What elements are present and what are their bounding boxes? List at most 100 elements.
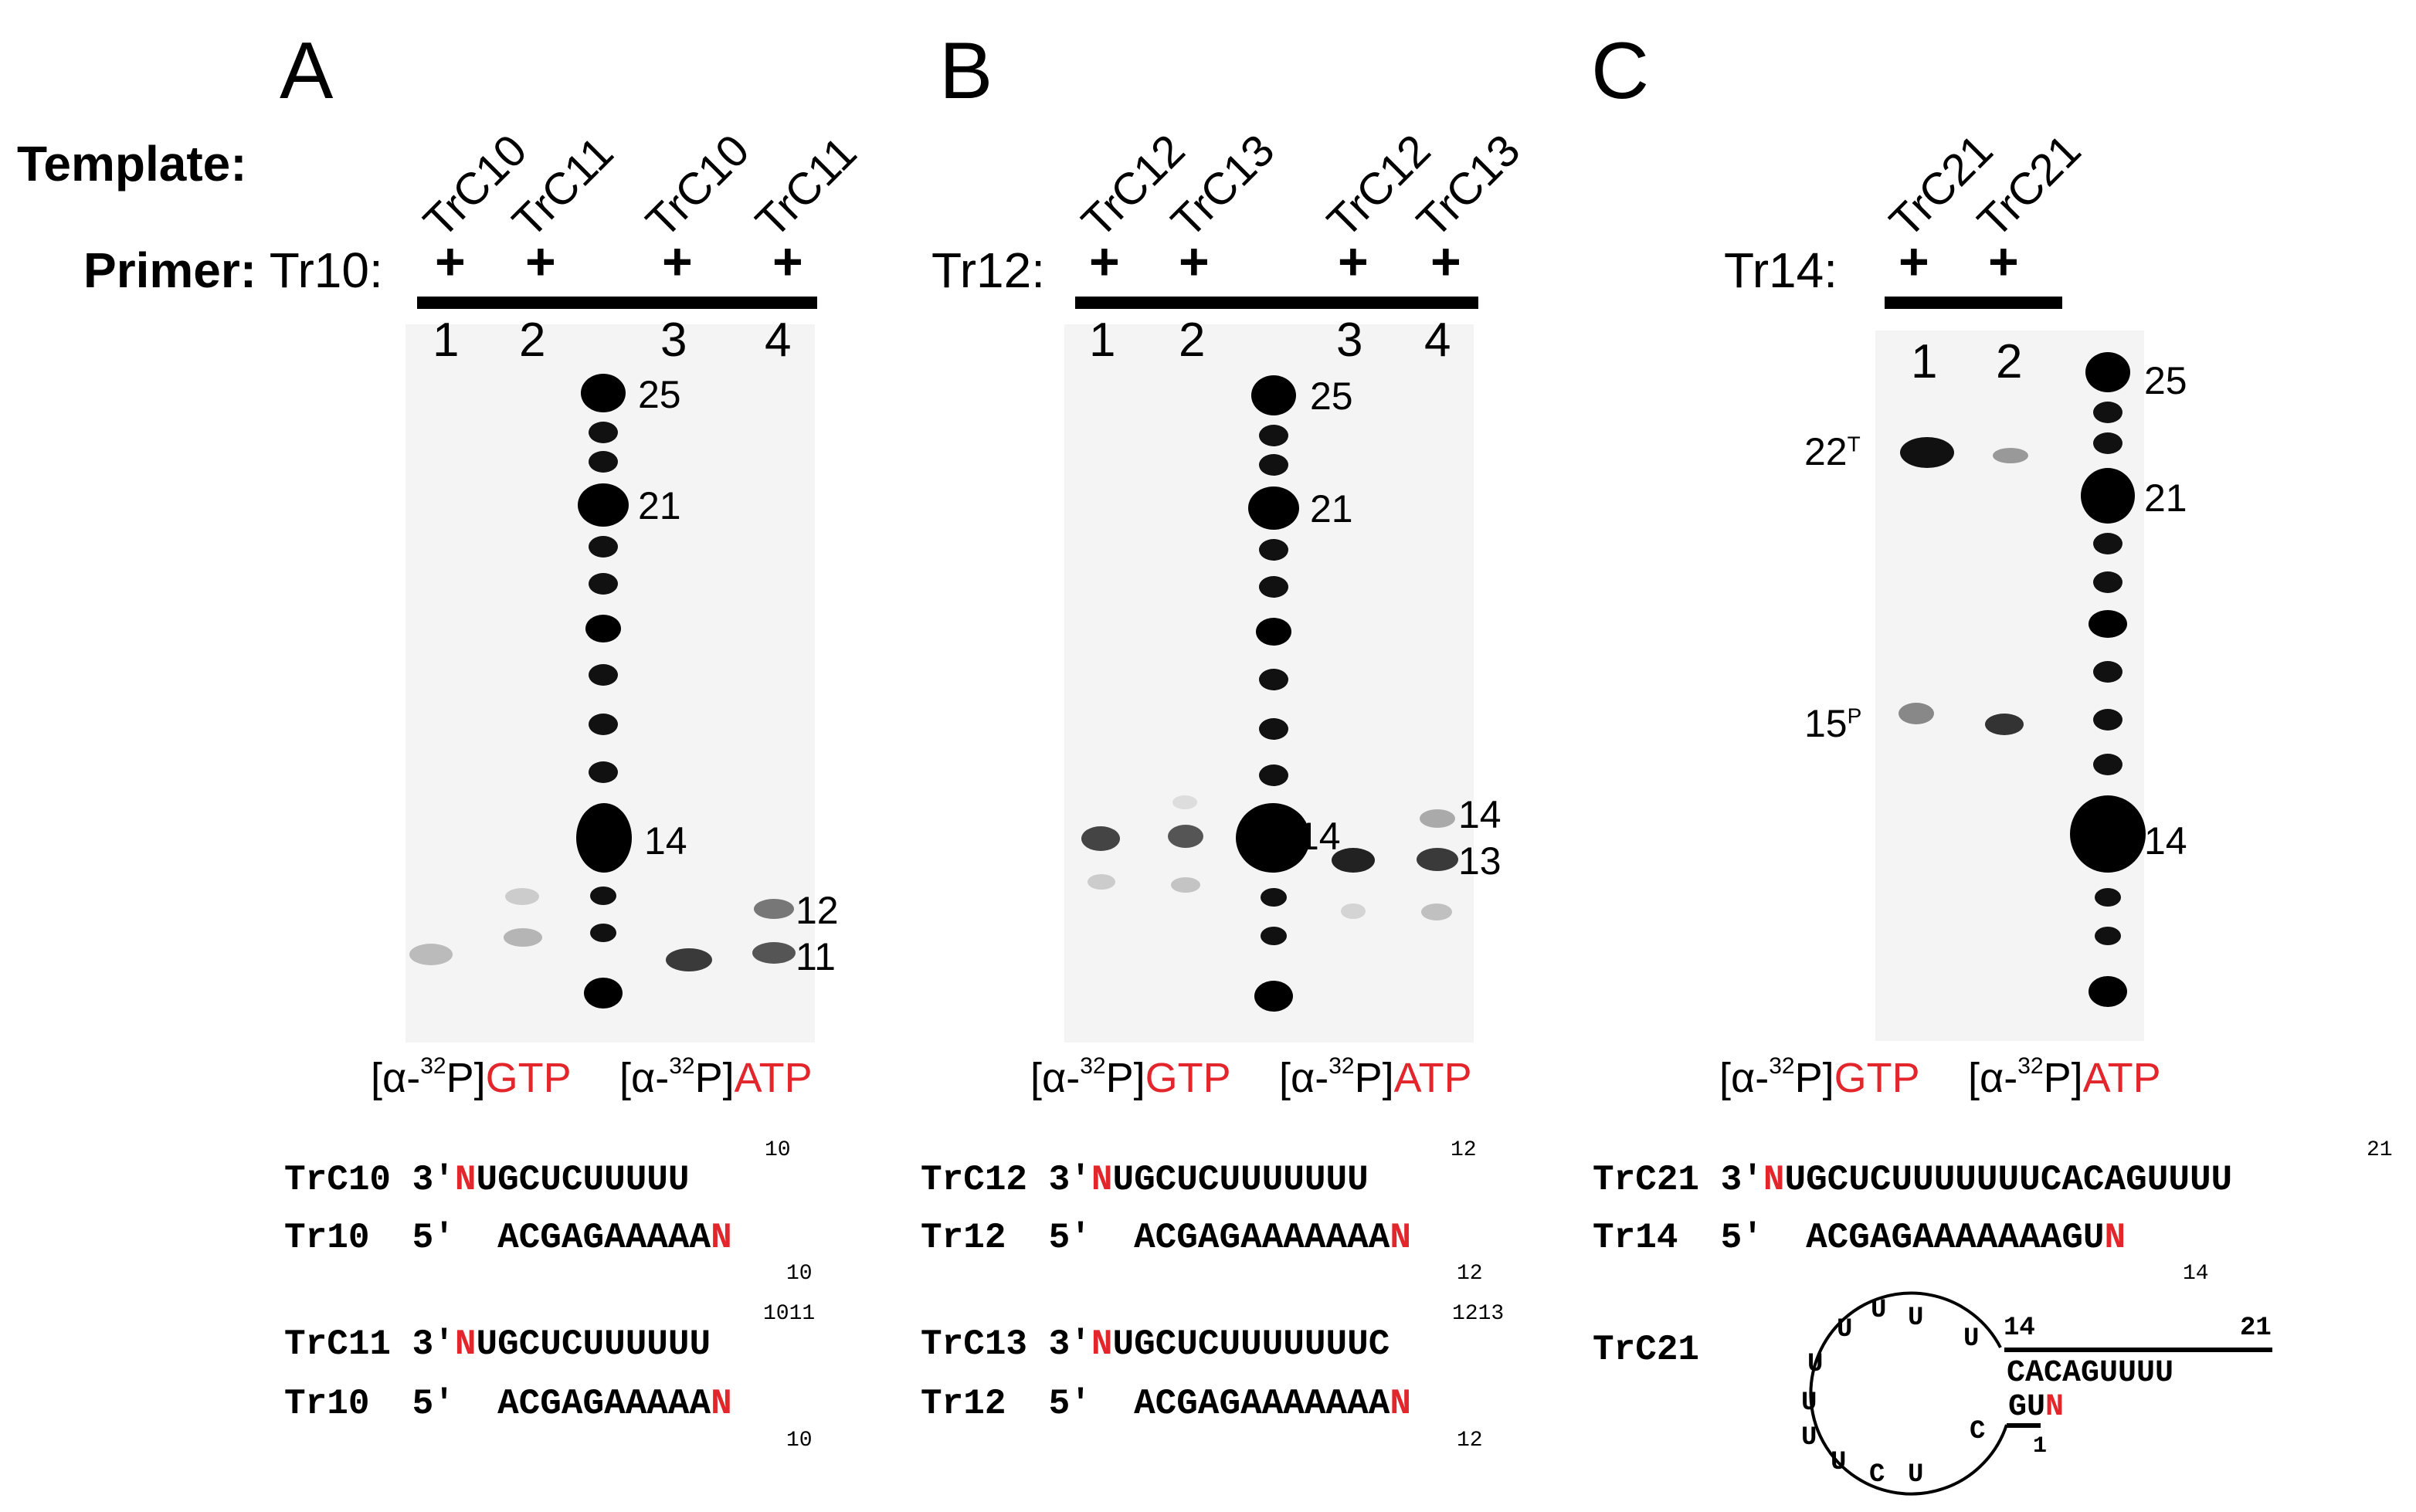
plus-a3: + — [662, 232, 693, 291]
gel-band — [1168, 825, 1203, 848]
ladder-band — [1248, 486, 1299, 530]
plus-b1: + — [1089, 232, 1120, 291]
ladder-band — [1259, 718, 1288, 740]
seq-line-tr10: Tr10 5′ ACGAGAAAAAN — [284, 1218, 732, 1258]
marker-b-14-right: 14 — [1458, 793, 1502, 836]
ladder-band — [2089, 610, 2127, 638]
lane-template-b2: TrC13 — [1162, 124, 1284, 248]
lane-template-b1: TrC12 — [1072, 124, 1195, 248]
hairpin-num-14: 14 — [2004, 1314, 2035, 1343]
seq-num: 10 — [786, 1262, 813, 1286]
seq-line-trc10: TrC10 3′NUGCUCUUUUU — [284, 1160, 690, 1200]
ladder-band — [2093, 533, 2122, 554]
primer-name-a: Tr10: — [269, 242, 383, 298]
loop-letter: U — [1801, 1423, 1817, 1453]
ladder-band — [589, 451, 618, 473]
seq-num: 10 — [786, 1429, 813, 1453]
plus-a4: + — [772, 232, 803, 291]
ladder-band — [589, 536, 618, 558]
lane-number-b1: 1 — [1089, 314, 1116, 367]
ladder-band — [2093, 709, 2122, 731]
ladder-band — [1251, 375, 1296, 415]
loop-letter: C — [1869, 1460, 1885, 1490]
lane-number-b2: 2 — [1179, 314, 1206, 367]
marker-c-25: 25 — [2144, 359, 2187, 402]
lane-template-a3: TrC10 — [636, 124, 759, 248]
ladder-band — [2085, 352, 2130, 392]
primer-name-b: Tr12: — [931, 242, 1045, 298]
seq-line-trc11: TrC11 3′NUGCUCUUUUUU — [284, 1324, 711, 1365]
hairpin-bottom-strand: GU — [2008, 1390, 2045, 1425]
lane-template-c2: TrC21 — [1968, 124, 2091, 248]
isotope-atp-c: [α-32P]ATP — [1968, 1053, 2161, 1101]
gel-band — [1088, 874, 1115, 890]
loop-letter: U — [1871, 1296, 1886, 1325]
product-label-22T: 22T — [1804, 430, 1861, 473]
ladder-band — [1261, 927, 1287, 945]
seq-num: 1213 — [1452, 1302, 1505, 1326]
primer-bar-a — [417, 297, 817, 309]
lane-number-a1: 1 — [433, 314, 460, 367]
ladder-band — [1254, 981, 1293, 1012]
ladder-band — [2093, 661, 2122, 683]
seq-num: 1011 — [763, 1302, 816, 1326]
marker-a-11: 11 — [796, 935, 836, 978]
ladder-band — [589, 664, 618, 686]
ladder-band — [2070, 795, 2146, 873]
template-label: Template: — [17, 136, 247, 192]
gel-band — [1417, 848, 1458, 871]
lane-number-b4: 4 — [1424, 314, 1451, 367]
seq-line-tr14: Tr14 5′ ACGAGAAAAAAAGUN — [1593, 1218, 2126, 1258]
gel-band — [1985, 714, 2024, 735]
ladder-band — [1259, 539, 1288, 561]
plus-c2: + — [1988, 232, 2019, 291]
seq-num: 10 — [765, 1138, 791, 1162]
hairpin-top-strand: CACAGUUUU — [2007, 1356, 2173, 1391]
marker-a-25: 25 — [638, 373, 681, 416]
gel-band — [666, 948, 712, 971]
ladder-band — [589, 761, 618, 783]
loop-letter: U — [1801, 1388, 1817, 1418]
seq-line-tr10-b: Tr10 5′ ACGAGAAAAAN — [284, 1384, 732, 1424]
ladder-band — [2089, 976, 2127, 1007]
ladder-band — [590, 924, 616, 942]
isotope-gtp-a: [α-32P]GTP — [371, 1053, 572, 1101]
seq-num: 14 — [2183, 1262, 2209, 1286]
gel-band — [1081, 826, 1120, 851]
marker-b-25: 25 — [1310, 375, 1353, 418]
ladder-band — [2093, 432, 2122, 454]
ladder-band — [1259, 576, 1288, 598]
lane-number-a2: 2 — [519, 314, 546, 367]
lane-number-a4: 4 — [765, 314, 792, 367]
plus-a1: + — [435, 232, 466, 291]
gel-band — [752, 942, 796, 964]
loop-letter: C — [1970, 1417, 1985, 1446]
ladder-band — [2095, 888, 2121, 907]
lane-number-c2: 2 — [1996, 335, 2023, 388]
marker-a-12: 12 — [796, 889, 839, 932]
primer-bar-c — [1885, 297, 2062, 309]
isotope-gtp-c: [α-32P]GTP — [1719, 1053, 1920, 1101]
seq-num: 12 — [1457, 1262, 1483, 1286]
seq-line-trc12: TrC12 3′NUGCUCUUUUUUU — [921, 1160, 1369, 1200]
hairpin-num-1: 1 — [2033, 1433, 2047, 1459]
isotope-atp-a: [α-32P]ATP — [619, 1053, 813, 1101]
seq-num: 21 — [2367, 1138, 2393, 1162]
gel-band — [1171, 877, 1200, 893]
ladder-band — [1256, 618, 1291, 646]
marker-c-14: 14 — [2144, 819, 2187, 863]
ladder-band — [1259, 425, 1288, 446]
ladder-band — [2093, 402, 2122, 423]
plus-b2: + — [1179, 232, 1210, 291]
ladder-band — [576, 803, 632, 873]
ladder-band — [590, 887, 616, 905]
marker-c-21: 21 — [2144, 476, 2187, 520]
ladder-band — [1259, 669, 1288, 690]
lane-template-b3: TrC12 — [1318, 124, 1440, 248]
hairpin-name: TrC21 — [1593, 1330, 1700, 1370]
gel-band — [1421, 903, 1452, 920]
gel-band — [1899, 703, 1934, 724]
ladder-band — [578, 483, 629, 527]
hairpin-num-21: 21 — [2240, 1314, 2272, 1343]
gel-band — [1172, 795, 1197, 809]
